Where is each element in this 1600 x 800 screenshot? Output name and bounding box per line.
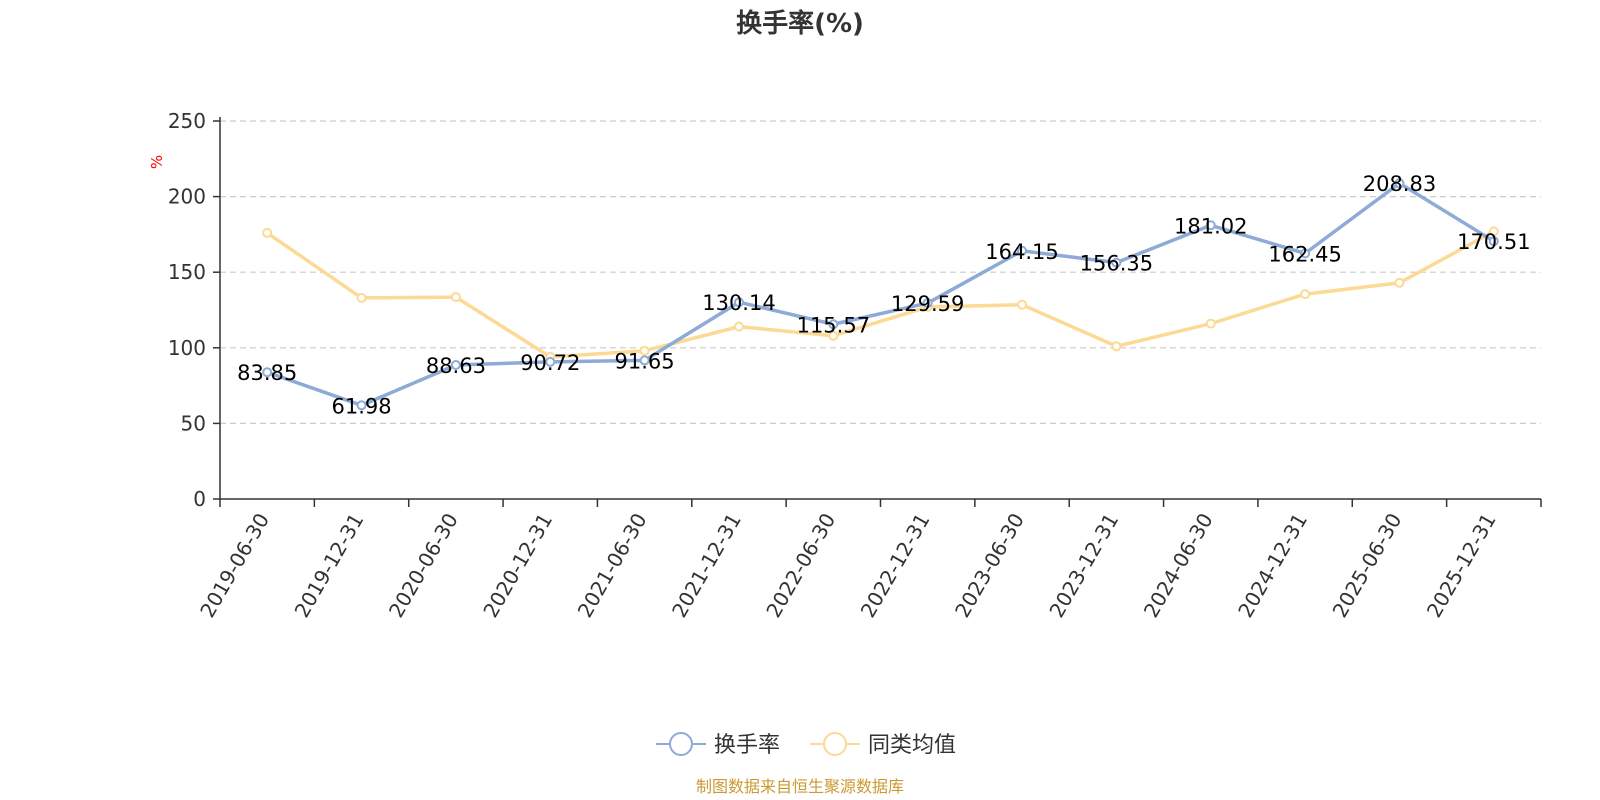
y-tick-label: 200 xyxy=(168,185,206,209)
legend-label[interactable]: 换手率 xyxy=(714,733,780,758)
data-point[interactable] xyxy=(1300,248,1311,259)
data-point[interactable] xyxy=(1488,226,1499,237)
data-point[interactable] xyxy=(1111,257,1122,268)
data-label: 83.85 xyxy=(237,361,297,385)
data-label: 90.72 xyxy=(520,351,580,375)
data-label: 162.45 xyxy=(1268,242,1341,266)
data-point[interactable] xyxy=(639,355,650,366)
x-tick-label: 2023-06-30 xyxy=(950,509,1029,622)
data-point[interactable] xyxy=(450,359,461,370)
legend-label[interactable]: 同类均值 xyxy=(868,733,956,758)
data-point[interactable] xyxy=(1205,220,1216,231)
data-point[interactable] xyxy=(1394,178,1405,189)
x-tick-label: 2024-06-30 xyxy=(1139,509,1218,622)
data-point[interactable] xyxy=(828,319,839,330)
data-point[interactable] xyxy=(1111,341,1122,352)
data-label: 115.57 xyxy=(797,313,870,337)
data-label: 181.02 xyxy=(1174,214,1247,238)
data-label: 130.14 xyxy=(702,291,775,315)
x-tick-label: 2025-12-31 xyxy=(1422,509,1501,622)
series-line-1 xyxy=(266,229,1495,359)
x-tick-label: 2021-06-30 xyxy=(573,509,652,622)
data-label: 91.65 xyxy=(615,349,675,373)
data-point[interactable] xyxy=(1205,318,1216,329)
source-note: 制图数据来自恒生聚源数据库 xyxy=(696,777,904,796)
data-label: 88.63 xyxy=(426,354,486,378)
data-point[interactable] xyxy=(1017,299,1028,310)
x-tick-label: 2023-12-31 xyxy=(1044,509,1123,622)
data-labels: 83.85 61.98 88.63 90.72 91.65 130.14 115.57 129… xyxy=(237,172,1530,418)
data-point[interactable] xyxy=(1300,289,1311,300)
x-tick-label: 2019-06-30 xyxy=(195,509,274,622)
data-point[interactable] xyxy=(828,330,839,341)
data-label: 61.98 xyxy=(331,394,391,418)
data-point[interactable] xyxy=(262,227,273,238)
data-point[interactable] xyxy=(262,367,273,378)
data-label: 208.83 xyxy=(1363,172,1436,196)
data-point[interactable] xyxy=(1488,236,1499,247)
data-label: 129.59 xyxy=(891,292,964,316)
x-tick-label: 2020-12-31 xyxy=(478,509,557,622)
chart-title: 换手率(%) xyxy=(736,8,864,39)
data-label: 170.51 xyxy=(1457,230,1530,254)
y-unit-label: % xyxy=(148,155,166,169)
data-point[interactable] xyxy=(450,292,461,303)
data-point[interactable] xyxy=(733,321,744,332)
grid-lines xyxy=(220,120,1541,424)
x-tick-label: 2020-06-30 xyxy=(384,509,463,622)
series-line-0 xyxy=(266,181,1495,408)
data-label: 156.35 xyxy=(1080,252,1153,276)
x-tick-label: 2021-12-31 xyxy=(667,509,746,622)
data-point[interactable] xyxy=(1394,277,1405,288)
x-tick-label: 2019-12-31 xyxy=(290,509,369,622)
data-label: 164.15 xyxy=(985,240,1058,264)
data-point[interactable] xyxy=(545,356,556,367)
data-point[interactable] xyxy=(733,297,744,308)
y-tick-label: 50 xyxy=(181,411,206,435)
data-point[interactable] xyxy=(922,298,933,309)
data-point[interactable] xyxy=(1017,245,1028,256)
data-point[interactable] xyxy=(356,292,367,303)
x-tick-label: 2025-06-30 xyxy=(1327,509,1406,622)
y-tick-label: 100 xyxy=(168,336,206,360)
y-tick-label: 0 xyxy=(193,487,206,511)
y-tick-label: 250 xyxy=(168,109,206,133)
y-tick-label: 150 xyxy=(168,260,206,284)
x-tick-label: 2022-06-30 xyxy=(761,509,840,622)
legend-marker xyxy=(669,732,693,756)
x-tick-label: 2022-12-31 xyxy=(856,509,935,622)
x-tick-label: 2024-12-31 xyxy=(1233,509,1312,622)
data-point[interactable] xyxy=(356,400,367,411)
series-layer xyxy=(262,178,1499,411)
data-point[interactable] xyxy=(639,345,650,356)
legend[interactable]: 换手率 同类均值 xyxy=(656,732,956,758)
legend-marker xyxy=(823,732,847,756)
